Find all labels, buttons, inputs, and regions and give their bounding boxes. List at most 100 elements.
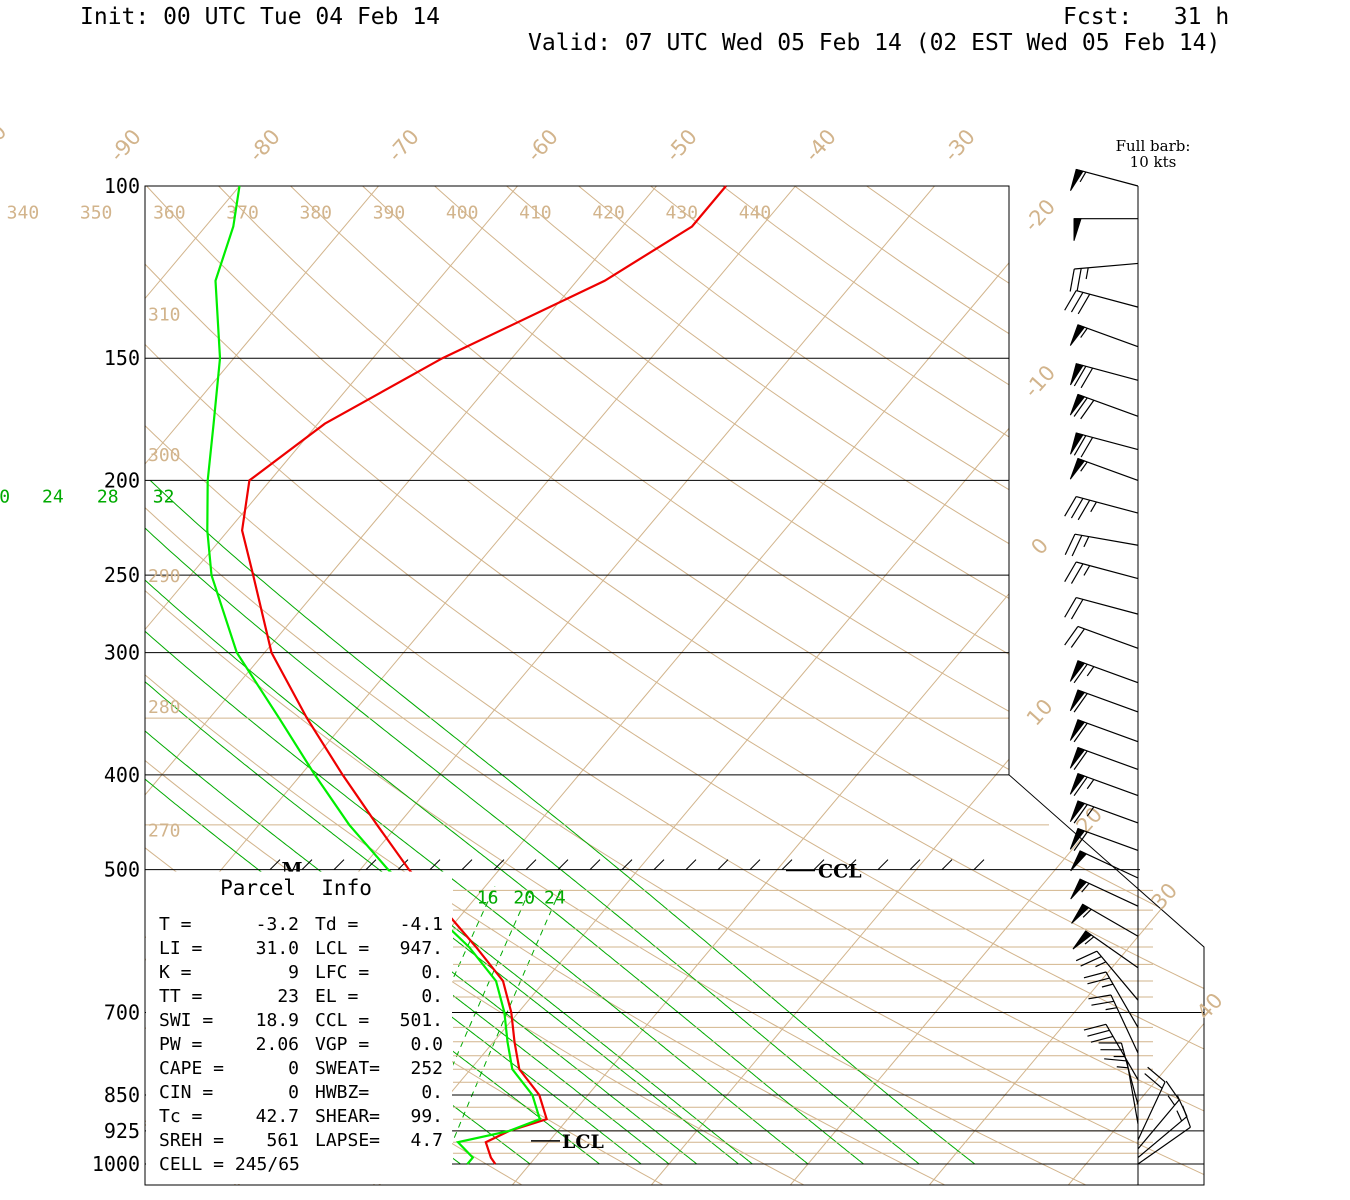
mixing-ratio-line: [453, 886, 563, 1143]
isotherm-label: 0: [1026, 533, 1053, 559]
wind-barb: [1137, 1105, 1191, 1165]
parcel-field-value: 252: [410, 1058, 443, 1079]
mixing-ratio-label: 24: [544, 888, 566, 909]
parcel-field-label: LCL =: [315, 938, 369, 959]
parcel-field-value: 0.: [421, 986, 443, 1007]
mixing-ratio-label: 20: [513, 888, 535, 909]
parcel-field-label: VGP =: [315, 1034, 369, 1055]
dry-adiabat-line: [794, 186, 1204, 1185]
isotherm-label: -50: [661, 125, 702, 167]
isotherm-label: -70: [383, 125, 424, 167]
wind-barb: [1070, 168, 1139, 191]
parcel-info-box: Parcel Info T = -3.2 Td = -4.1 LI = 31.0 LCL = 9…: [146, 871, 452, 1184]
wind-barb: [1069, 827, 1139, 852]
wind-barb: [1069, 773, 1139, 797]
hatch-tick: [269, 859, 281, 870]
wind-barb: [1069, 689, 1139, 713]
parcel-field-value: 0: [288, 1058, 299, 1079]
parcel-field-value: 99.: [410, 1106, 443, 1127]
theta-label: 400: [446, 203, 479, 224]
isotherm-label: -90: [105, 125, 146, 167]
wind-barb: [1072, 930, 1139, 969]
hatch-tick: [781, 859, 793, 870]
wind-barbs: [1064, 168, 1191, 1165]
hatch-tick: [877, 859, 889, 870]
pressure-tick-label: 300: [104, 641, 140, 665]
parcel-field-value: -3.2: [256, 914, 299, 935]
isotherm-line: [928, 186, 1204, 1185]
dry-adiabat-line: [362, 186, 1204, 1185]
wind-barb: [1070, 363, 1139, 389]
moist-adiabat-label: 32: [153, 486, 175, 507]
parcel-info-title: Parcel Info: [220, 876, 372, 900]
parcel-field-label: T =: [159, 914, 192, 935]
isotherm-line: [789, 186, 1204, 1185]
temperature-trace: [240, 185, 727, 1165]
hatch-tick: [941, 859, 953, 870]
parcel-field-value: 4.7: [410, 1130, 443, 1151]
wind-barb: [1073, 218, 1138, 241]
theta-label: 440: [739, 203, 772, 224]
parcel-field-label: SWI =: [159, 1010, 213, 1031]
hatch-tick: [621, 859, 633, 870]
wind-barb: [1070, 878, 1139, 907]
hatch-tick: [717, 859, 729, 870]
isotherm-label: 30: [1146, 878, 1182, 914]
pressure-tick-label: 250: [104, 563, 140, 587]
wind-barb: [1064, 625, 1139, 649]
parcel-field-label: CAPE =: [159, 1058, 224, 1079]
wind-barb: [1069, 800, 1139, 824]
wind-barb: [1088, 994, 1139, 1054]
parcel-field-label: LFC =: [315, 962, 369, 983]
parcel-field-value: 0: [288, 1082, 299, 1103]
isotherm-label: 10: [1022, 694, 1058, 730]
wind-barb: [1069, 719, 1139, 743]
isotherm-label: -60: [522, 125, 563, 167]
theta-label: 270: [148, 821, 181, 842]
valid-time: Valid: 07 UTC Wed 05 Feb 14 (02 EST Wed …: [528, 30, 1221, 56]
isotherm-line: [511, 186, 1204, 1185]
moist-adiabat-line: [453, 1050, 600, 1165]
parcel-field-label: EL =: [315, 986, 359, 1007]
dry-adiabat-line: [145, 186, 945, 1185]
theta-label: 290: [148, 566, 181, 587]
parcel-field-value: 2.06: [256, 1034, 299, 1055]
parcel-field-value: 0.: [421, 1082, 443, 1103]
isotherm-label: -80: [244, 125, 285, 167]
parcel-field-value: 947.: [400, 938, 443, 959]
isotherm-line: [145, 186, 468, 1185]
hatch-tick: [973, 859, 985, 870]
pressure-tick-label: 100: [104, 174, 140, 198]
parcel-field-label: Tc =: [159, 1106, 203, 1127]
pressure-tick-label: 925: [104, 1119, 140, 1143]
theta-label: 360: [153, 203, 186, 224]
moist-adiabat-label: 20: [0, 486, 10, 507]
isotherm-line: [145, 186, 329, 1185]
theta-label: 310: [148, 304, 181, 325]
parcel-field-value: 561: [266, 1130, 299, 1151]
plot-border: [144, 185, 1205, 1186]
theta-label: 350: [80, 203, 113, 224]
pressure-tick-label: 1000: [92, 1152, 140, 1176]
isotherm-line: [145, 186, 607, 1185]
init-time: Init: 00 UTC Tue 04 Feb 14: [80, 4, 441, 30]
theta-label: 370: [226, 203, 259, 224]
hatch-tick: [493, 859, 505, 870]
pressure-tick-label: 200: [104, 468, 140, 492]
wind-barb: [1070, 850, 1139, 879]
wind-barb: [1083, 1023, 1139, 1081]
hatch-tick: [397, 859, 409, 870]
ccl-label: CCL: [818, 860, 862, 882]
barb-legend-line1: Full barb:: [1116, 137, 1191, 155]
wind-barb: [1075, 950, 1139, 1001]
wind-barb: [1064, 533, 1139, 557]
theta-label: 380: [300, 203, 333, 224]
moist-adiabat-label: 24: [42, 486, 64, 507]
mixing-ratio-label: 16: [477, 888, 499, 909]
parcel-field-label: Td =: [315, 914, 359, 935]
sounding-traces: [206, 185, 727, 1165]
hatch-tick: [909, 859, 921, 870]
dry-adiabat-line: [506, 186, 1204, 1185]
wind-barb: [1064, 596, 1139, 620]
isotherm-label: -10: [1019, 361, 1060, 403]
